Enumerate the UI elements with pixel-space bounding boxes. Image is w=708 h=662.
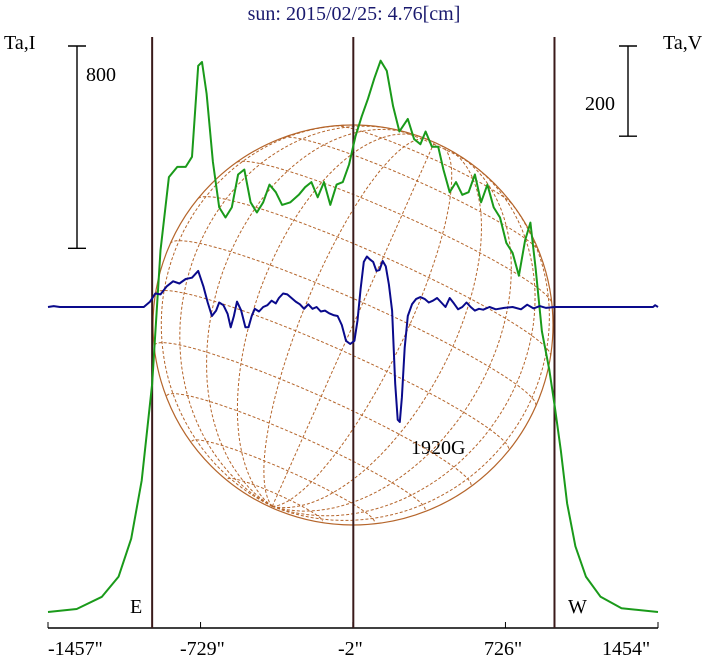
series-group <box>47 59 659 613</box>
longitude-line <box>179 125 392 507</box>
longitude-line <box>272 196 550 521</box>
longitude-line <box>263 138 427 507</box>
field-strength-annotation: 1920G <box>411 437 466 459</box>
x-tick-label: 1454" <box>602 638 651 660</box>
longitude-line <box>236 133 420 507</box>
limb-label-west: W <box>568 596 587 618</box>
right-axis-label: Ta,V <box>663 32 703 54</box>
x-tick-label: -1457" <box>48 638 103 660</box>
longitude-line <box>272 164 536 517</box>
scale-bar-right-label: 200 <box>585 93 615 115</box>
latitude-line <box>197 196 552 356</box>
latitude-line <box>169 240 537 407</box>
plot-frame <box>47 37 659 629</box>
longitude-line <box>272 148 483 509</box>
stokes-v-line <box>47 255 659 423</box>
longitude-line <box>272 145 453 507</box>
scale-bar-left-label: 800 <box>86 64 116 86</box>
longitude-line <box>160 124 347 507</box>
latitude-line <box>191 439 376 523</box>
x-tick-label: -729" <box>180 638 225 660</box>
longitude-line <box>206 128 407 507</box>
latitude-line <box>166 393 426 511</box>
chart-title: sun: 2015/02/25: 4.76[cm] <box>247 3 461 25</box>
longitude-line <box>272 155 512 512</box>
left-axis-label: Ta,I <box>4 32 36 54</box>
x-tick-label: -2" <box>338 638 363 660</box>
stokes-i-line <box>47 59 659 613</box>
longitude-line <box>271 142 435 507</box>
limb-label-east: E <box>130 596 143 618</box>
x-tick-label: 726" <box>484 638 523 660</box>
latitude-line <box>236 160 553 303</box>
